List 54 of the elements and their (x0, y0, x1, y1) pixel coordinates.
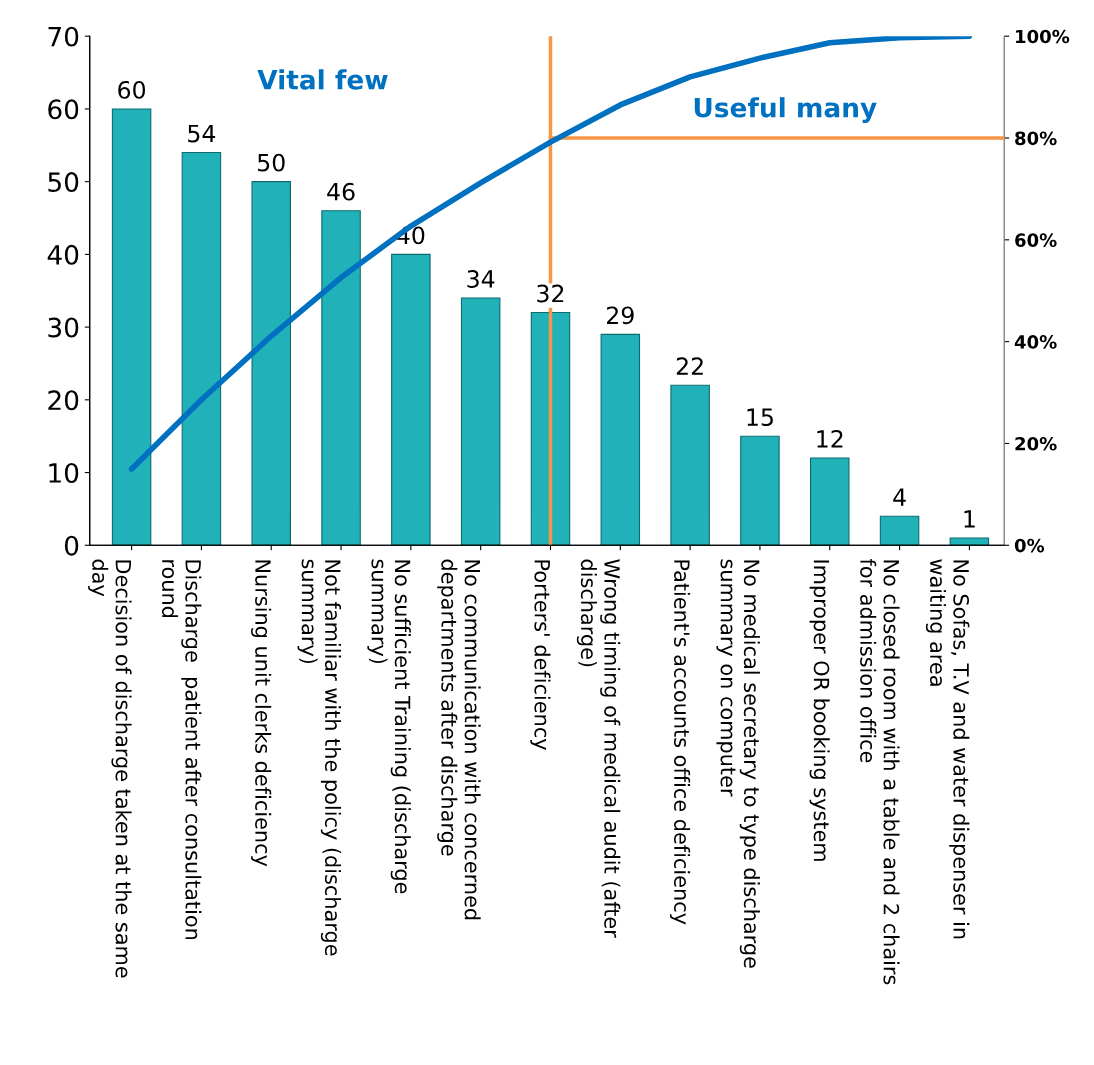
x-tick-label: Wrong timing of medical audit (after discharge) (576, 559, 621, 938)
y-tick-label: 0 (64, 535, 79, 556)
bar (181, 152, 222, 546)
data-label: 1 (964, 510, 975, 528)
data-label: 12 (817, 430, 843, 448)
x-tick-label: Patient's accounts office deficiency (669, 560, 691, 925)
y-tick-label: 20 (48, 390, 79, 411)
y2-tick-label: 0% (1014, 538, 1045, 553)
x-tick-label: No Sofas, T.V and water dispenser in waiting area (925, 559, 970, 939)
y-tick-label: 30 (48, 317, 79, 338)
bar (879, 515, 920, 546)
x-tick-label: Decision of discharge taken at the same day (88, 559, 132, 978)
y-tick-label: 40 (47, 244, 79, 265)
x-tick-label: Improper OR booking system (809, 560, 830, 861)
data-label: 29 (607, 306, 634, 325)
annotation: Useful many (694, 97, 877, 123)
x-tick-label: Discharge patient after consultation round (161, 560, 202, 940)
data-label: 34 (467, 270, 495, 288)
x-tick-label: Porters' deficiency (530, 560, 551, 750)
data-label: 60 (118, 80, 146, 99)
bar (600, 333, 641, 546)
annotation: Vital few (257, 69, 388, 90)
bar (740, 435, 780, 546)
data-label: 15 (747, 408, 773, 427)
bar (530, 312, 571, 546)
bar (391, 253, 431, 546)
y2-tick-label: 100% (1016, 29, 1070, 44)
bar (809, 457, 850, 546)
y2-tick-label: 60% (1015, 233, 1057, 247)
y2-tick-label: 80% (1015, 131, 1057, 146)
x-tick-label: No communication with concerned departments after discharge (437, 559, 481, 920)
y-tick-label: 70 (48, 26, 79, 47)
bar (321, 210, 361, 546)
y-tick-label: 60 (48, 99, 79, 120)
bar (460, 297, 501, 546)
x-tick-label: No sufficient Training (discharge summary) (367, 559, 411, 894)
data-label: 32 (537, 284, 564, 303)
bar (251, 181, 291, 546)
data-label: 50 (258, 153, 285, 172)
x-tick-label: Nursing unit clerks deficiency (251, 560, 272, 867)
data-label: 4 (893, 488, 906, 506)
data-label: 22 (676, 357, 703, 375)
x-tick-label: No closed room with a table and 2 chairs for admission office (860, 558, 900, 985)
y-tick-label: 10 (49, 463, 79, 483)
data-label: 46 (327, 182, 355, 201)
bar (670, 384, 710, 546)
bar (111, 108, 152, 546)
y2-tick-label: 40% (1014, 335, 1057, 349)
data-label: 54 (188, 124, 216, 143)
x-tick-label: No medical secretary to type discharge summary on computer (716, 559, 760, 968)
y-tick-label: 50 (48, 172, 79, 193)
x-tick-label: Not familiar with the policy (discharge summary) (297, 559, 342, 956)
y2-tick-label: 20% (1015, 436, 1057, 451)
bar (949, 537, 990, 546)
